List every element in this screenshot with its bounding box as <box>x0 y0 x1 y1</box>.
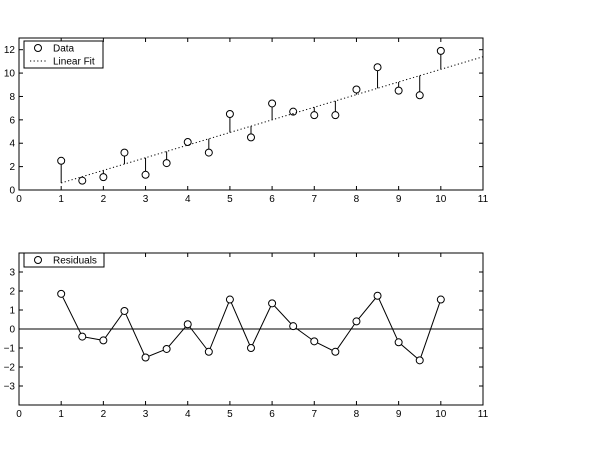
residual-point <box>183 320 192 329</box>
legend-label-residuals: Residuals <box>53 256 97 267</box>
y-tick-label: 0 <box>9 186 15 197</box>
x-tick-label: 11 <box>478 409 489 420</box>
x-tick-label: 10 <box>435 409 447 420</box>
axes-box <box>18 37 484 191</box>
y-tick-label: −3 <box>4 382 16 393</box>
data-point <box>162 159 171 168</box>
residual-point <box>120 306 129 315</box>
residual-point <box>268 299 277 308</box>
y-tick-label: 2 <box>9 162 15 173</box>
x-tick-label: 4 <box>185 409 191 420</box>
y-tick-label: 6 <box>9 115 15 126</box>
data-point <box>99 173 108 182</box>
legend-marker-residuals <box>34 256 42 264</box>
data-point <box>310 111 319 120</box>
residual-point <box>204 347 213 356</box>
x-tick-label: 8 <box>354 194 360 205</box>
residual-point <box>247 344 255 352</box>
x-tick-label: 3 <box>143 409 149 420</box>
y-tick-label: 1 <box>9 306 15 317</box>
x-tick-label: 2 <box>101 409 107 420</box>
y-tick-label: 4 <box>9 139 15 150</box>
data-point <box>331 111 340 120</box>
data-point <box>141 170 150 179</box>
x-tick-label: 1 <box>58 194 64 205</box>
legend-marker-data <box>34 44 42 52</box>
data-point <box>247 133 255 142</box>
residual-point <box>352 317 361 326</box>
y-tick-label: 10 <box>4 69 16 80</box>
residual-point <box>310 337 319 346</box>
x-tick-label: 6 <box>269 409 275 420</box>
y-tick-label: 8 <box>9 92 15 103</box>
data-point <box>289 107 298 116</box>
data-point <box>436 46 445 55</box>
residual-point <box>141 353 150 362</box>
y-tick-label: 3 <box>9 268 15 279</box>
residual-point <box>373 291 382 300</box>
residual-point <box>78 332 87 341</box>
x-tick-label: 0 <box>16 194 22 205</box>
y-tick-label: −2 <box>4 363 16 374</box>
x-tick-label: 3 <box>143 194 149 205</box>
data-point <box>204 148 213 157</box>
residual-point <box>436 295 445 304</box>
data-point <box>225 110 234 118</box>
residual-point <box>162 344 171 353</box>
residual-point <box>225 295 234 304</box>
x-tick-label: 0 <box>16 409 22 420</box>
x-tick-label: 1 <box>58 409 64 420</box>
data-point <box>78 176 87 185</box>
data-point <box>415 91 424 100</box>
legend-label-fit: Linear Fit <box>53 57 95 68</box>
legend: Data Linear Fit <box>23 40 104 69</box>
data-point <box>183 138 192 147</box>
x-tick-label: 4 <box>185 194 191 205</box>
y-tick-label: 0 <box>9 325 15 336</box>
residual-point <box>99 336 108 345</box>
y-tick-label: 2 <box>9 287 15 298</box>
x-tick-label: 10 <box>435 194 447 205</box>
data-point <box>352 85 361 94</box>
residual-point <box>394 338 403 347</box>
legend-box <box>23 40 104 69</box>
x-tick-label: 9 <box>396 409 402 420</box>
x-tick-label: 6 <box>269 194 275 205</box>
legend-label-data: Data <box>53 44 75 55</box>
residual-point <box>331 347 340 356</box>
data-point <box>120 148 129 157</box>
legend: Residuals <box>23 252 105 268</box>
data-point <box>373 63 382 72</box>
y-tick-label: 12 <box>4 45 16 56</box>
x-tick-label: 7 <box>311 194 317 205</box>
legend-box <box>23 252 105 268</box>
data-point <box>268 99 277 108</box>
x-tick-label: 7 <box>311 409 317 420</box>
data-point <box>57 156 66 165</box>
y-tick-label: −1 <box>4 344 16 355</box>
x-tick-label: 5 <box>227 194 233 205</box>
x-tick-label: 8 <box>354 409 360 420</box>
x-tick-label: 11 <box>478 194 489 205</box>
residual-point <box>57 289 66 298</box>
residual-point <box>415 356 424 365</box>
residual-point <box>289 322 298 331</box>
x-tick-label: 2 <box>101 194 107 205</box>
x-tick-label: 9 <box>396 194 402 205</box>
x-tick-label: 5 <box>227 409 233 420</box>
data-point <box>394 86 403 95</box>
